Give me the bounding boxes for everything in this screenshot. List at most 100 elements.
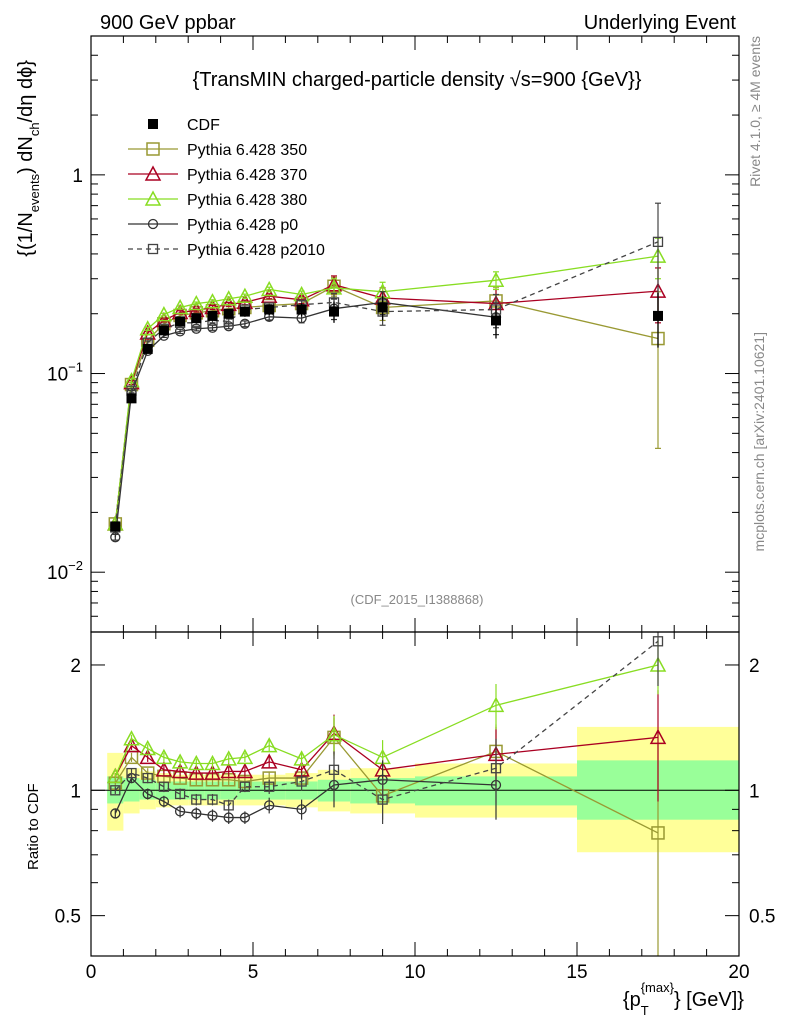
ratio-point	[220, 750, 237, 766]
ratio-point	[123, 730, 140, 746]
data-point	[236, 287, 254, 303]
ratio-point	[293, 750, 310, 766]
legend-marker	[144, 165, 162, 181]
x-axis-label: {pT{max}} [GeV]}	[623, 980, 744, 1018]
ratio-point	[296, 804, 307, 815]
data-point	[487, 271, 505, 287]
legend-label: Pythia 6.428 380	[187, 192, 307, 209]
ratio-point	[171, 762, 189, 779]
ratio-point	[155, 761, 173, 777]
ratio-point	[188, 754, 205, 771]
ratio-point	[223, 812, 234, 823]
main-y-tick-label: 1	[72, 166, 83, 187]
ratio-point	[236, 762, 254, 779]
ratio-point	[204, 764, 221, 780]
data-point	[155, 306, 173, 322]
ratio-point	[649, 728, 667, 745]
x-tick-label: 0	[86, 962, 97, 983]
ratio-point	[239, 781, 251, 792]
series-line	[114, 241, 659, 528]
main-y-axis-label: {(1/Nevents) dNch/dη dϕ}	[15, 60, 42, 257]
side-label-bottom: mcplots.cern.ch [arXiv:2401.10621]	[751, 332, 767, 551]
data-point	[223, 308, 234, 319]
ratio-point	[296, 776, 307, 787]
data-point	[139, 320, 156, 336]
reference-label: (CDF_2015_I1388868)	[351, 592, 484, 607]
ratio-point	[158, 796, 170, 807]
ratio-point	[191, 794, 202, 805]
ratio-point	[142, 772, 153, 784]
header-right: Underlying Event	[584, 12, 737, 34]
ratio-point	[204, 754, 221, 771]
ratio-point	[191, 808, 202, 819]
ratio-point	[260, 737, 278, 753]
data-point	[158, 325, 169, 336]
ratio-point	[207, 810, 218, 821]
data-point	[171, 298, 189, 315]
legend-item-pythia-6-428-380: Pythia 6.428 380	[128, 190, 307, 209]
legend-label: Pythia 6.428 350	[187, 142, 307, 159]
ratio-y-axis-label: Ratio to CDF	[25, 783, 42, 870]
ratio-point	[174, 806, 186, 817]
legend-item-cdf: CDF	[148, 117, 220, 134]
legend-label: CDF	[187, 117, 220, 134]
ratio-point	[174, 788, 186, 800]
ratio-point	[155, 748, 173, 765]
data-point	[139, 324, 156, 340]
x-tick-label: 5	[248, 962, 259, 983]
ratio-y-tick-label-right: 1	[749, 781, 760, 802]
ratio-point	[490, 763, 502, 774]
data-point	[652, 236, 664, 248]
ratio-line	[114, 776, 497, 819]
legend-item-pythia-6-428-p2010: Pythia 6.428 p2010	[128, 242, 325, 259]
series-line	[114, 301, 497, 538]
data-point	[653, 310, 663, 321]
ratio-point	[139, 739, 156, 756]
ratio-point	[139, 748, 156, 765]
ratio-point	[236, 748, 254, 765]
data-point	[110, 532, 121, 543]
data-point	[191, 313, 202, 324]
ratio-point	[158, 781, 170, 792]
x-tick-label: 10	[404, 962, 425, 983]
ratio-point	[487, 696, 505, 713]
ratio-point	[126, 767, 137, 779]
ratio-point	[110, 785, 121, 796]
legend-marker	[148, 119, 158, 129]
legend-marker	[147, 218, 159, 230]
legend-item-pythia-6-428-350: Pythia 6.428 350	[128, 142, 307, 159]
legend-marker	[144, 190, 162, 206]
data-point	[239, 318, 251, 329]
ratio-y-tick-label: 1	[70, 781, 81, 802]
ratio-y-tick-label: 0.5	[55, 907, 81, 928]
data-point	[220, 290, 237, 306]
ratio-point	[110, 808, 121, 819]
ratio-panel: 0 5 10 15 20 0.5 0.5 1 1 2 2 Ratio to CDF {pT{max}…	[25, 631, 775, 1018]
ratio-point	[220, 762, 237, 779]
data-point	[296, 304, 307, 315]
series-pythia-6-428-380	[107, 237, 667, 531]
ratio-point	[171, 753, 189, 769]
legend-item-pythia-6-428-370: Pythia 6.428 370	[128, 165, 307, 184]
legend: CDF Pythia 6.428 350 Pythia 6.428 370 Pythi…	[128, 117, 325, 259]
data-point	[491, 315, 501, 326]
legend-marker	[146, 142, 160, 156]
main-y-tick-label: 10−2	[47, 558, 83, 584]
ratio-point	[207, 794, 218, 805]
data-point	[260, 280, 278, 297]
ratio-point	[239, 812, 251, 823]
data-point	[188, 294, 205, 311]
ratio-series-pythia-6-428-p2010	[110, 632, 664, 825]
data-point	[175, 316, 186, 327]
ratio-y-tick-label-right: 2	[749, 656, 760, 677]
data-point	[377, 302, 388, 313]
x-tick-label: 20	[728, 962, 749, 983]
ratio-point	[325, 726, 343, 742]
ratio-point	[107, 767, 124, 784]
ratio-y-tick-label-right: 0.5	[749, 907, 775, 928]
data-point	[142, 343, 153, 354]
data-point	[264, 304, 275, 315]
data-point	[204, 293, 221, 309]
ratio-point	[223, 800, 234, 811]
